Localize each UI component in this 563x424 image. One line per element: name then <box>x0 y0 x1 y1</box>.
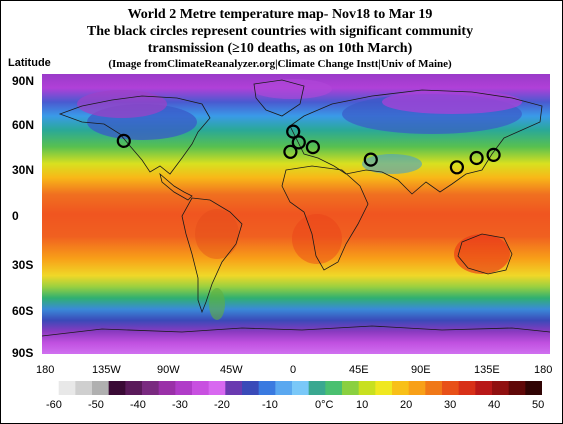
south-america-hot-region <box>195 209 239 259</box>
colorbar-cell <box>242 381 260 395</box>
colorbar-cell <box>292 381 310 395</box>
colorbar-cell <box>375 381 393 395</box>
arctic-canada-cold-region <box>77 90 167 118</box>
colorbar-cell <box>425 381 443 395</box>
colorbar-tick-m20: -20 <box>214 399 230 411</box>
colorbar-tick-10: 10 <box>356 399 369 411</box>
lon-tick-90w: 90W <box>157 364 180 376</box>
hotspot-circle <box>305 139 320 155</box>
south-america-outline <box>181 197 243 314</box>
lon-tick-90e: 90E <box>411 364 431 376</box>
coastlines <box>42 79 550 337</box>
map-source: (Image fromClimateReanalyzer.org|Climate… <box>108 58 452 70</box>
colorbar-cell <box>92 381 110 395</box>
lat-tick-60n: 60N <box>12 118 35 132</box>
colorbar-tick-m50: -50 <box>88 399 104 411</box>
colorbar-cell <box>492 381 510 395</box>
colorbar-cell <box>525 381 542 395</box>
lat-tick-90s: 90S <box>12 346 34 360</box>
colorbar-unit: 0°C <box>315 399 334 411</box>
hotspot-circle <box>449 160 464 175</box>
siberia-very-cold-region <box>382 90 522 114</box>
hotspot-circle <box>291 135 306 150</box>
central-america-outline <box>159 172 193 201</box>
colorbar-cell <box>342 381 360 395</box>
colorbar-cell <box>108 381 126 395</box>
hotspot-circle <box>116 133 131 149</box>
colorbar-cell <box>142 381 160 395</box>
colorbar-cell <box>208 381 226 395</box>
map-title: World 2 Metre temperature map- Nov18 to … <box>127 7 433 22</box>
north-america-outline <box>58 95 211 175</box>
lon-tick-180e: 180 <box>534 364 553 376</box>
lat-tick-0: 0 <box>12 209 19 223</box>
colorbar-tick-50: 50 <box>532 399 545 411</box>
colorbar-tick-40: 40 <box>488 399 501 411</box>
colorbar-cell <box>475 381 493 395</box>
colorbar-tick-m30: -30 <box>172 399 188 411</box>
andes-cool-region <box>209 288 225 320</box>
eurasia-outline <box>289 89 543 195</box>
colorbar-cell <box>192 381 210 395</box>
lon-tick-45e: 45E <box>349 364 369 376</box>
lat-tick-60s: 60S <box>12 304 34 318</box>
map-subtitle: The black circles represent countries wi… <box>86 24 474 39</box>
colorbar-cell <box>225 381 243 395</box>
hotspot-circle <box>469 150 484 166</box>
colorbar-cell <box>358 381 376 395</box>
lat-tick-30s: 30S <box>12 258 34 272</box>
greenland-cold-region <box>252 79 332 99</box>
colorbar-cell <box>408 381 426 395</box>
hotspot-circle <box>363 152 378 167</box>
africa-hot-region <box>292 214 342 264</box>
lat-tick-90n: 90N <box>12 74 35 88</box>
map-subtitle-2: transmission (≥10 deaths, as on 10th Mar… <box>147 41 413 56</box>
colorbar-cell <box>158 381 176 395</box>
colorbar-cell <box>442 381 460 395</box>
colorbar-tick-m60: -60 <box>46 399 62 411</box>
antarctica-outline <box>42 325 550 337</box>
lon-tick-0: 0 <box>290 364 297 376</box>
hotspot-circle <box>486 147 501 163</box>
australia-outline <box>457 233 513 275</box>
colorbar-cell <box>175 381 193 395</box>
colorbar-tick-m40: -40 <box>130 399 146 411</box>
colorbar-cell <box>325 381 343 395</box>
transmission-hotspots <box>116 124 501 175</box>
colorbar-tick-20: 20 <box>400 399 413 411</box>
lon-tick-45w: 45W <box>220 364 243 376</box>
australia-hot-region <box>454 234 510 274</box>
colorbar-cell <box>508 381 526 395</box>
hotspot-circle <box>286 124 301 139</box>
colorbar-cell <box>275 381 293 395</box>
colorbar-tick-m10: -10 <box>262 399 278 411</box>
colorbar-cell <box>308 381 326 395</box>
temperature-map <box>42 74 550 354</box>
colorbar-cell <box>258 381 276 395</box>
lat-tick-30n: 30N <box>12 163 35 177</box>
colorbar-cell <box>42 381 60 395</box>
lon-tick-135e: 135E <box>474 364 500 376</box>
colorbar-cell <box>458 381 476 395</box>
lon-tick-135w: 135W <box>92 364 121 376</box>
temperature-colorbar <box>42 381 542 395</box>
lon-tick-180w: 180 <box>36 364 55 376</box>
colorbar-cell <box>58 381 76 395</box>
latitude-axis-title: Latitude <box>8 57 51 69</box>
colorbar-cell <box>75 381 93 395</box>
hotspot-circle <box>283 144 298 159</box>
africa-outline <box>281 165 369 271</box>
greenland-outline <box>253 79 305 117</box>
colorbar-cell <box>125 381 143 395</box>
colorbar-tick-30: 30 <box>444 399 457 411</box>
colorbar-cell <box>392 381 410 395</box>
